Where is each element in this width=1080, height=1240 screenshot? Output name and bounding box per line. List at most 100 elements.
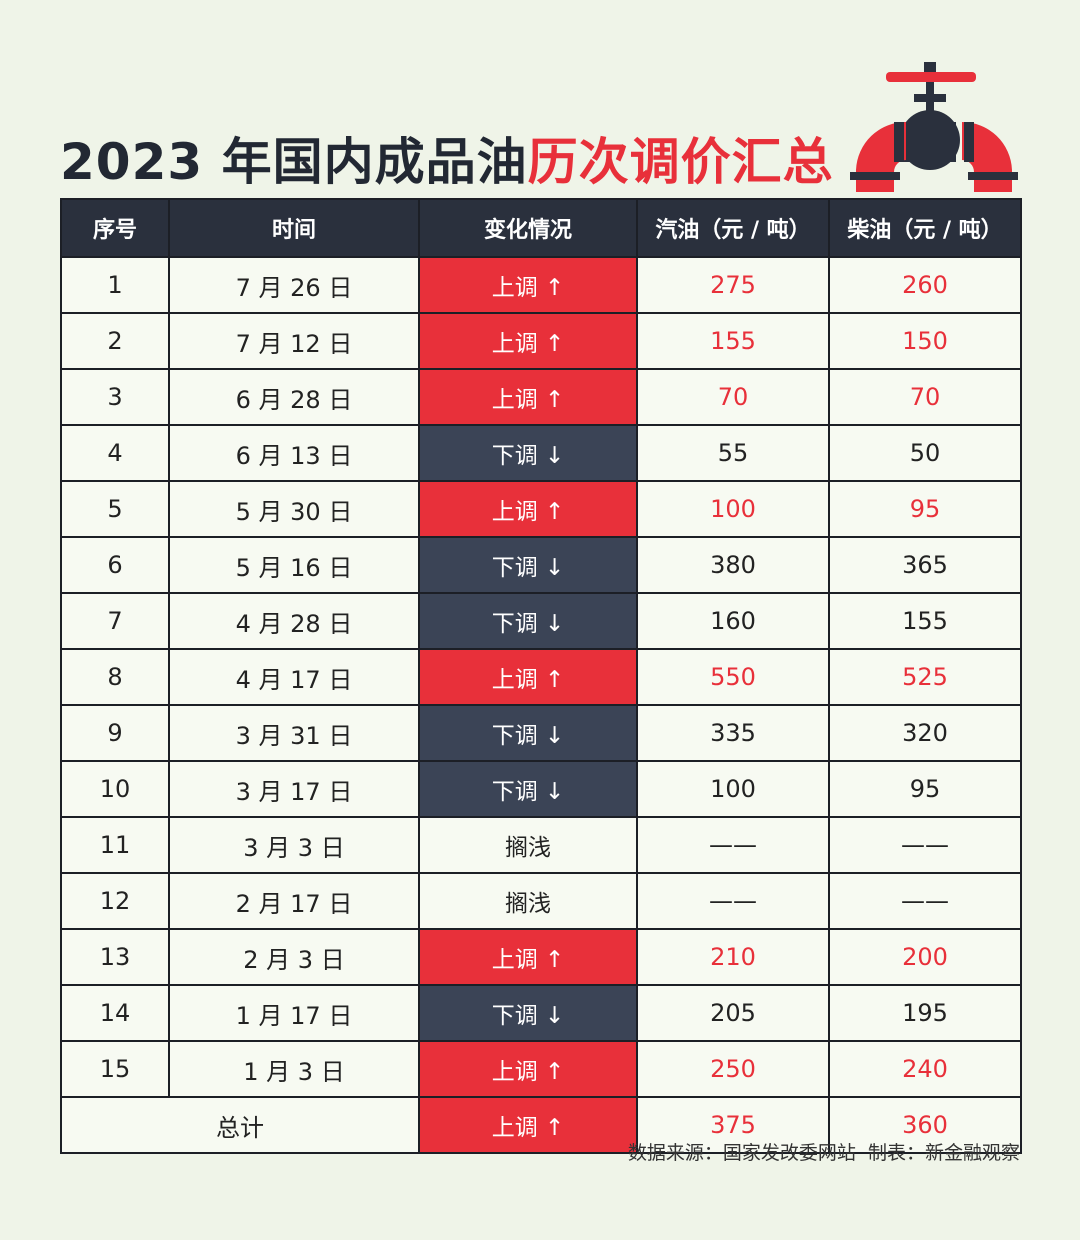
gasoline: —— — [636, 872, 830, 930]
date: 5 月 16 日 — [168, 536, 420, 594]
table-row: 12 2 月 17 日搁浅 —— —— — [60, 872, 1022, 930]
diesel: —— — [828, 816, 1022, 874]
date: 5 月 30 日 — [168, 480, 420, 538]
diesel: 525 — [828, 648, 1022, 706]
diesel: 70 — [828, 368, 1022, 426]
change: 下调 ↓ — [418, 424, 638, 482]
gasoline: 205 — [636, 984, 830, 1042]
date: 6 月 28 日 — [168, 368, 420, 426]
column-header: 变化情况 — [418, 198, 638, 258]
pipe-icon — [850, 62, 1018, 192]
header-row: 序号 时间 变化情况 汽油（元 / 吨） 柴油（元 / 吨） — [60, 198, 1022, 258]
change: 上调 ↑ — [418, 368, 638, 426]
gasoline: 550 — [636, 648, 830, 706]
date: 4 月 17 日 — [168, 648, 420, 706]
date: 2 月 17 日 — [168, 872, 420, 930]
diesel: 50 — [828, 424, 1022, 482]
gasoline: 275 — [636, 256, 830, 314]
row-number: 13 — [60, 928, 170, 986]
title: 2023 年国内成品油历次调价汇总 — [60, 122, 834, 194]
change: 上调 ↑ — [418, 1040, 638, 1098]
change: 下调 ↓ — [418, 704, 638, 762]
gasoline: 70 — [636, 368, 830, 426]
diesel: 320 — [828, 704, 1022, 762]
diesel: 365 — [828, 536, 1022, 594]
row-number: 8 — [60, 648, 170, 706]
change: 上调 ↑ — [418, 648, 638, 706]
gasoline: 100 — [636, 760, 830, 818]
table-row: 14 1 月 17 日下调 ↓ 205 195 — [60, 984, 1022, 1042]
column-header: 序号 — [60, 198, 170, 258]
diesel: 260 — [828, 256, 1022, 314]
row-number: 14 — [60, 984, 170, 1042]
date: 2 月 3 日 — [168, 928, 420, 986]
gasoline: —— — [636, 816, 830, 874]
diesel: 95 — [828, 760, 1022, 818]
title-black: 2023 年国内成品油 — [60, 133, 528, 191]
table-row: 11 3 月 3 日搁浅 —— —— — [60, 816, 1022, 874]
change: 下调 ↓ — [418, 536, 638, 594]
change: 搁浅 — [418, 872, 638, 930]
row-number: 5 — [60, 480, 170, 538]
row-number: 3 — [60, 368, 170, 426]
gasoline: 380 — [636, 536, 830, 594]
diesel: 150 — [828, 312, 1022, 370]
diesel: 360 — [828, 1096, 1022, 1154]
gasoline: 155 — [636, 312, 830, 370]
row-number: 10 — [60, 760, 170, 818]
change: 上调 ↑ — [418, 1096, 638, 1154]
diesel: 200 — [828, 928, 1022, 986]
gasoline: 55 — [636, 424, 830, 482]
gasoline: 335 — [636, 704, 830, 762]
date: 7 月 12 日 — [168, 312, 420, 370]
date: 3 月 17 日 — [168, 760, 420, 818]
row-number: 7 — [60, 592, 170, 650]
table-row: 10 3 月 17 日下调 ↓ 100 95 — [60, 760, 1022, 818]
row-number: 12 — [60, 872, 170, 930]
gasoline: 160 — [636, 592, 830, 650]
date: 4 月 28 日 — [168, 592, 420, 650]
change: 上调 ↑ — [418, 928, 638, 986]
gasoline: 250 — [636, 1040, 830, 1098]
title-red: 历次调价汇总 — [527, 133, 834, 191]
row-number: 2 — [60, 312, 170, 370]
change: 上调 ↑ — [418, 256, 638, 314]
date: 6 月 13 日 — [168, 424, 420, 482]
table-row: 15 1 月 3 日上调 ↑ 250 240 — [60, 1040, 1022, 1098]
diesel: 155 — [828, 592, 1022, 650]
row-number: 6 — [60, 536, 170, 594]
diesel: 95 — [828, 480, 1022, 538]
change: 上调 ↑ — [418, 480, 638, 538]
row-number: 15 — [60, 1040, 170, 1098]
column-header: 时间 — [168, 198, 420, 258]
date: 1 月 3 日 — [168, 1040, 420, 1098]
row-number: 1 — [60, 256, 170, 314]
change: 搁浅 — [418, 816, 638, 874]
date: 3 月 3 日 — [168, 816, 420, 874]
diesel: —— — [828, 872, 1022, 930]
diesel: 240 — [828, 1040, 1022, 1098]
row-number: 11 — [60, 816, 170, 874]
column-header: 汽油（元 / 吨） — [636, 198, 830, 258]
gasoline: 100 — [636, 480, 830, 538]
row-number: 9 — [60, 704, 170, 762]
change: 下调 ↓ — [418, 592, 638, 650]
gasoline: 210 — [636, 928, 830, 986]
change: 下调 ↓ — [418, 760, 638, 818]
total-label: 总计 — [60, 1096, 420, 1154]
table-row: 13 2 月 3 日上调 ↑ 210 200 — [60, 928, 1022, 986]
source-note: 数据来源：国家发改委网站 制表：新金融观察 — [627, 1142, 1020, 1164]
diesel: 195 — [828, 984, 1022, 1042]
column-header: 柴油（元 / 吨） — [828, 198, 1022, 258]
change: 上调 ↑ — [418, 312, 638, 370]
row-number: 4 — [60, 424, 170, 482]
